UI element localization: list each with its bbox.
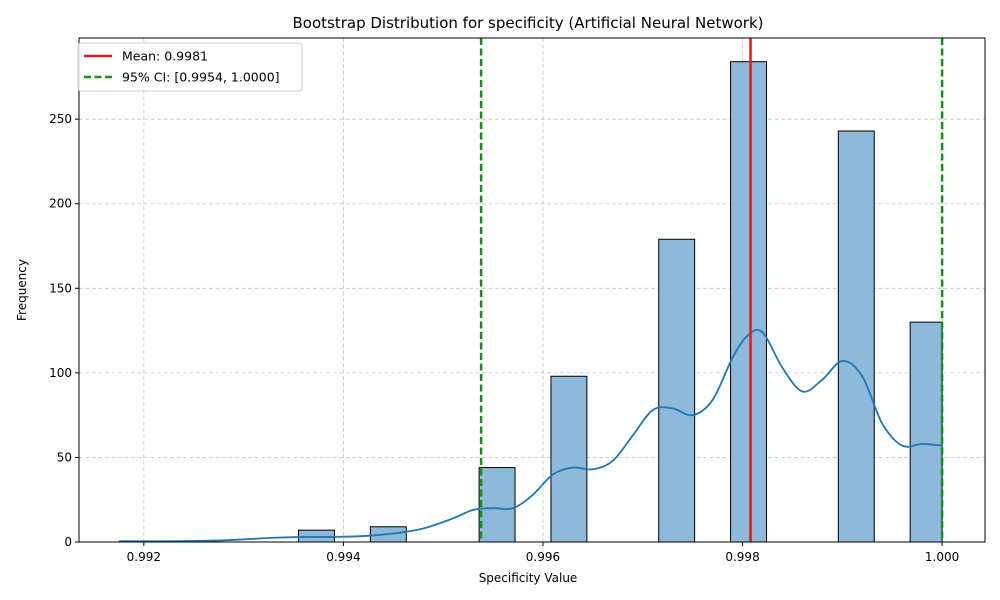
y-tick-label: 100 bbox=[49, 366, 72, 380]
x-tick-label: 0.998 bbox=[725, 550, 759, 564]
y-axis-label: Frequency bbox=[15, 259, 29, 321]
y-tick-label: 150 bbox=[49, 281, 72, 295]
chart-title: Bootstrap Distribution for specificity (… bbox=[293, 14, 764, 32]
histogram-bar bbox=[658, 238, 696, 543]
y-tick-label: 250 bbox=[49, 112, 72, 126]
x-axis-label: Specificity Value bbox=[479, 571, 578, 585]
legend-mean-label: Mean: 0.9981 bbox=[122, 49, 208, 64]
reference-lines bbox=[479, 38, 944, 542]
histogram-bar bbox=[730, 61, 767, 543]
histogram-bars bbox=[298, 61, 943, 543]
x-tick-label: 0.992 bbox=[127, 550, 161, 564]
axis-ticks: 0.992 0.994 0.996 0.998 1.000 0 50 100 150 200 250 bbox=[49, 112, 959, 564]
histogram-bar bbox=[550, 375, 588, 543]
y-tick-label: 0 bbox=[64, 535, 72, 549]
y-tick-label: 50 bbox=[57, 450, 72, 464]
x-tick-label: 1.000 bbox=[925, 550, 959, 564]
kde-curve bbox=[118, 328, 943, 543]
histogram-bar bbox=[478, 467, 516, 543]
legend-box bbox=[77, 42, 303, 92]
legend-ci-label: 95% CI: [0.9954, 1.0000] bbox=[122, 70, 280, 85]
plot-frame bbox=[78, 37, 986, 543]
legend: Mean: 0.9981 95% CI: [0.9954, 1.0000] bbox=[77, 42, 303, 92]
kde-layer bbox=[118, 328, 943, 543]
x-tick-label: 0.994 bbox=[326, 550, 360, 564]
histogram-bar bbox=[837, 130, 875, 543]
y-tick-label: 200 bbox=[49, 197, 72, 211]
x-tick-label: 0.996 bbox=[526, 550, 560, 564]
histogram-bar bbox=[909, 321, 943, 543]
